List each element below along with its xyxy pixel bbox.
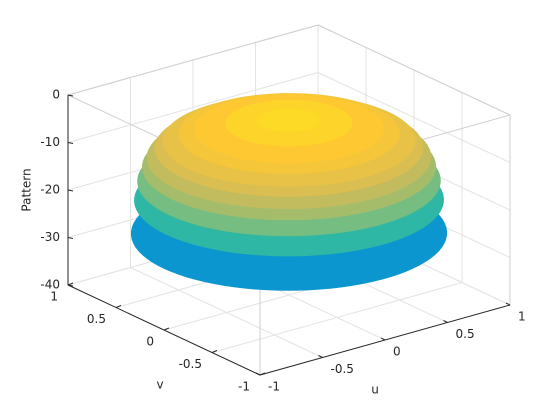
z-tick bbox=[67, 142, 74, 144]
x-tick-label: 0 bbox=[393, 345, 401, 359]
z-tick bbox=[67, 189, 74, 192]
box-edge bbox=[67, 24, 319, 96]
x-tick bbox=[255, 372, 261, 376]
y-tick-label: 0.5 bbox=[87, 312, 106, 326]
x-tick bbox=[443, 320, 448, 323]
floor-grid-line bbox=[211, 282, 463, 353]
x-tick-label: 1 bbox=[518, 310, 526, 324]
z-tick bbox=[67, 237, 74, 239]
y-tick bbox=[67, 282, 74, 286]
y-tick-label: -1 bbox=[238, 380, 250, 394]
y-tick bbox=[259, 372, 266, 376]
x-tick-label: 0.5 bbox=[456, 327, 475, 341]
y-tick-label: 1 bbox=[50, 290, 58, 304]
z-tick-label: -10 bbox=[40, 135, 60, 149]
x-tick bbox=[318, 355, 323, 358]
x-tick-label: -1 bbox=[268, 380, 280, 394]
box-edge bbox=[317, 24, 511, 116]
z-tick-label: -40 bbox=[40, 278, 60, 292]
x-tick-label: -0.5 bbox=[331, 362, 354, 376]
y-tick bbox=[115, 305, 122, 308]
wall-grid-line bbox=[317, 72, 511, 163]
x-tick bbox=[505, 302, 511, 306]
y-tick-label: -0.5 bbox=[179, 357, 202, 371]
surface-ring bbox=[256, 108, 322, 133]
x-tick bbox=[380, 337, 386, 341]
x-axis-label: u bbox=[371, 383, 379, 397]
y-tick bbox=[163, 327, 170, 331]
z-tick bbox=[67, 94, 74, 97]
z-tick-label: -30 bbox=[40, 230, 60, 244]
z-axis-label: Pattern bbox=[20, 168, 34, 211]
y-tick bbox=[211, 350, 218, 353]
wall-grid-line bbox=[67, 72, 319, 143]
z-tick-label: -20 bbox=[40, 183, 60, 197]
y-tick-label: 0 bbox=[146, 335, 154, 349]
z-tick-label: 0 bbox=[52, 88, 60, 102]
y-axis-label: v bbox=[156, 378, 163, 392]
